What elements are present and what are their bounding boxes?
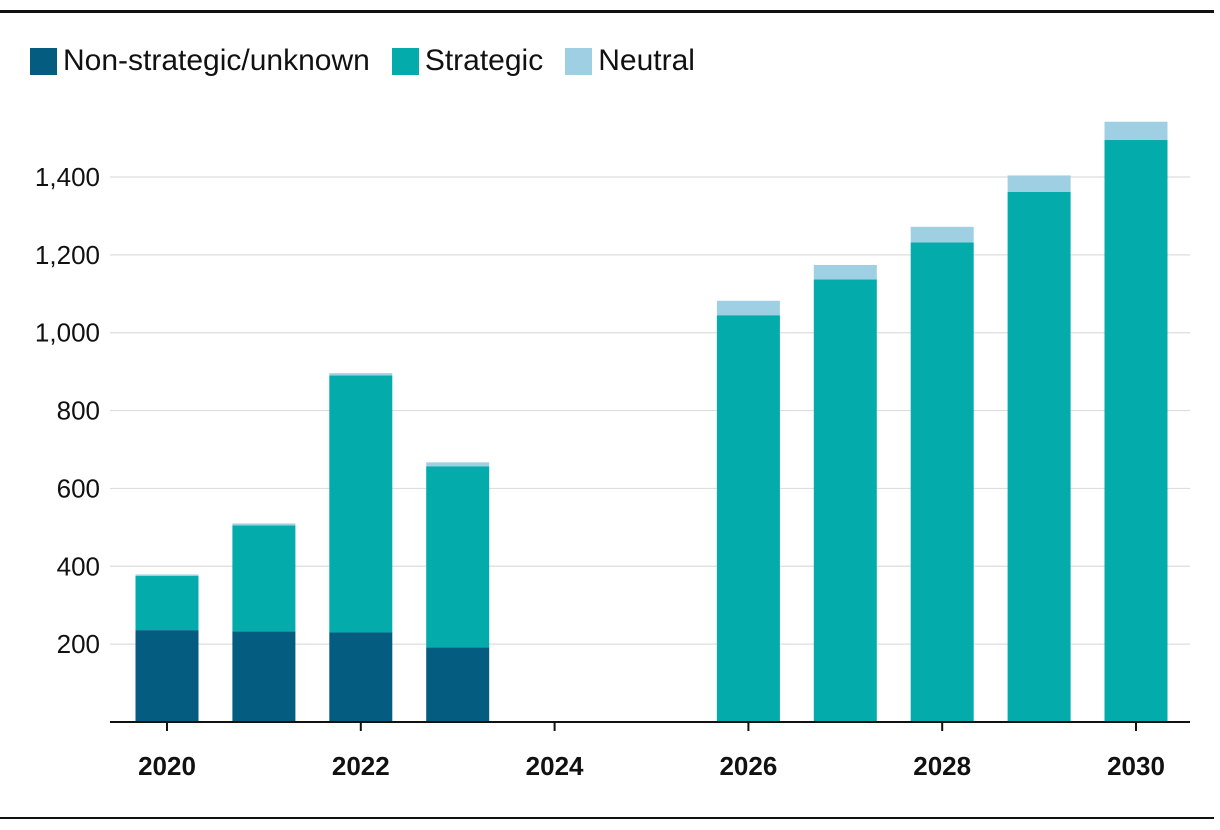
legend-swatch-non-strategic: [30, 47, 57, 75]
y-tick-label: 200: [57, 629, 100, 659]
legend: Non-strategic/unknown Strategic Neutral: [30, 44, 695, 78]
top-rule: [0, 10, 1214, 13]
bar-2022-non-strategic: [329, 632, 393, 722]
x-tick-label: 2026: [719, 751, 777, 781]
bar-2021-neutral: [232, 523, 296, 526]
bar-2028-neutral: [910, 226, 974, 243]
legend-item-non-strategic: Non-strategic/unknown: [30, 44, 370, 78]
bar-2023-strategic: [426, 466, 490, 648]
y-tick-label: 1,000: [35, 318, 100, 348]
y-tick-label: 1,400: [35, 162, 100, 192]
bar-2026-strategic: [716, 315, 780, 722]
x-tick-label: 2024: [526, 751, 584, 781]
bottom-rule: [0, 817, 1214, 819]
bar-2027-neutral: [813, 264, 877, 280]
bar-2022-neutral: [329, 373, 393, 376]
bar-2021-non-strategic: [232, 631, 296, 722]
x-tick-label: 2030: [1107, 751, 1165, 781]
y-tick-label: 800: [57, 396, 100, 426]
bar-2026-neutral: [716, 300, 780, 316]
bar-2020-strategic: [135, 576, 199, 631]
bar-2030-neutral: [1104, 121, 1168, 141]
legend-item-strategic: Strategic: [391, 44, 544, 78]
legend-swatch-neutral: [565, 47, 593, 75]
x-tick-label: 2022: [332, 751, 390, 781]
bar-2021-strategic: [232, 525, 296, 632]
bar-2027-strategic: [813, 279, 877, 722]
bar-2028-strategic: [910, 242, 974, 722]
x-tick-label: 2028: [913, 751, 971, 781]
bar-2020-neutral: [135, 574, 199, 577]
bar-2023-neutral: [426, 462, 490, 467]
bars: [135, 121, 1168, 723]
legend-item-neutral: Neutral: [565, 44, 695, 78]
x-tick-label: 2020: [138, 751, 196, 781]
legend-label-strategic: Strategic: [424, 44, 544, 77]
bar-2029-strategic: [1007, 191, 1071, 723]
bar-2022-strategic: [329, 375, 393, 633]
axes: 200 400 600 800 1,000 1,200 1,400 2020 2022 2024 2…: [35, 162, 1190, 781]
legend-label-neutral: Neutral: [598, 44, 695, 77]
legend-swatch-strategic: [391, 47, 419, 75]
y-tick-label: 400: [57, 551, 100, 581]
y-tick-label: 600: [57, 473, 100, 503]
bar-2023-non-strategic: [426, 647, 490, 722]
y-tick-label: 1,200: [35, 240, 100, 270]
legend-label-non-strategic: Non-strategic/unknown: [63, 44, 370, 77]
bar-2029-neutral: [1007, 175, 1071, 192]
bar-2030-strategic: [1104, 140, 1168, 723]
bar-2020-non-strategic: [135, 630, 199, 722]
